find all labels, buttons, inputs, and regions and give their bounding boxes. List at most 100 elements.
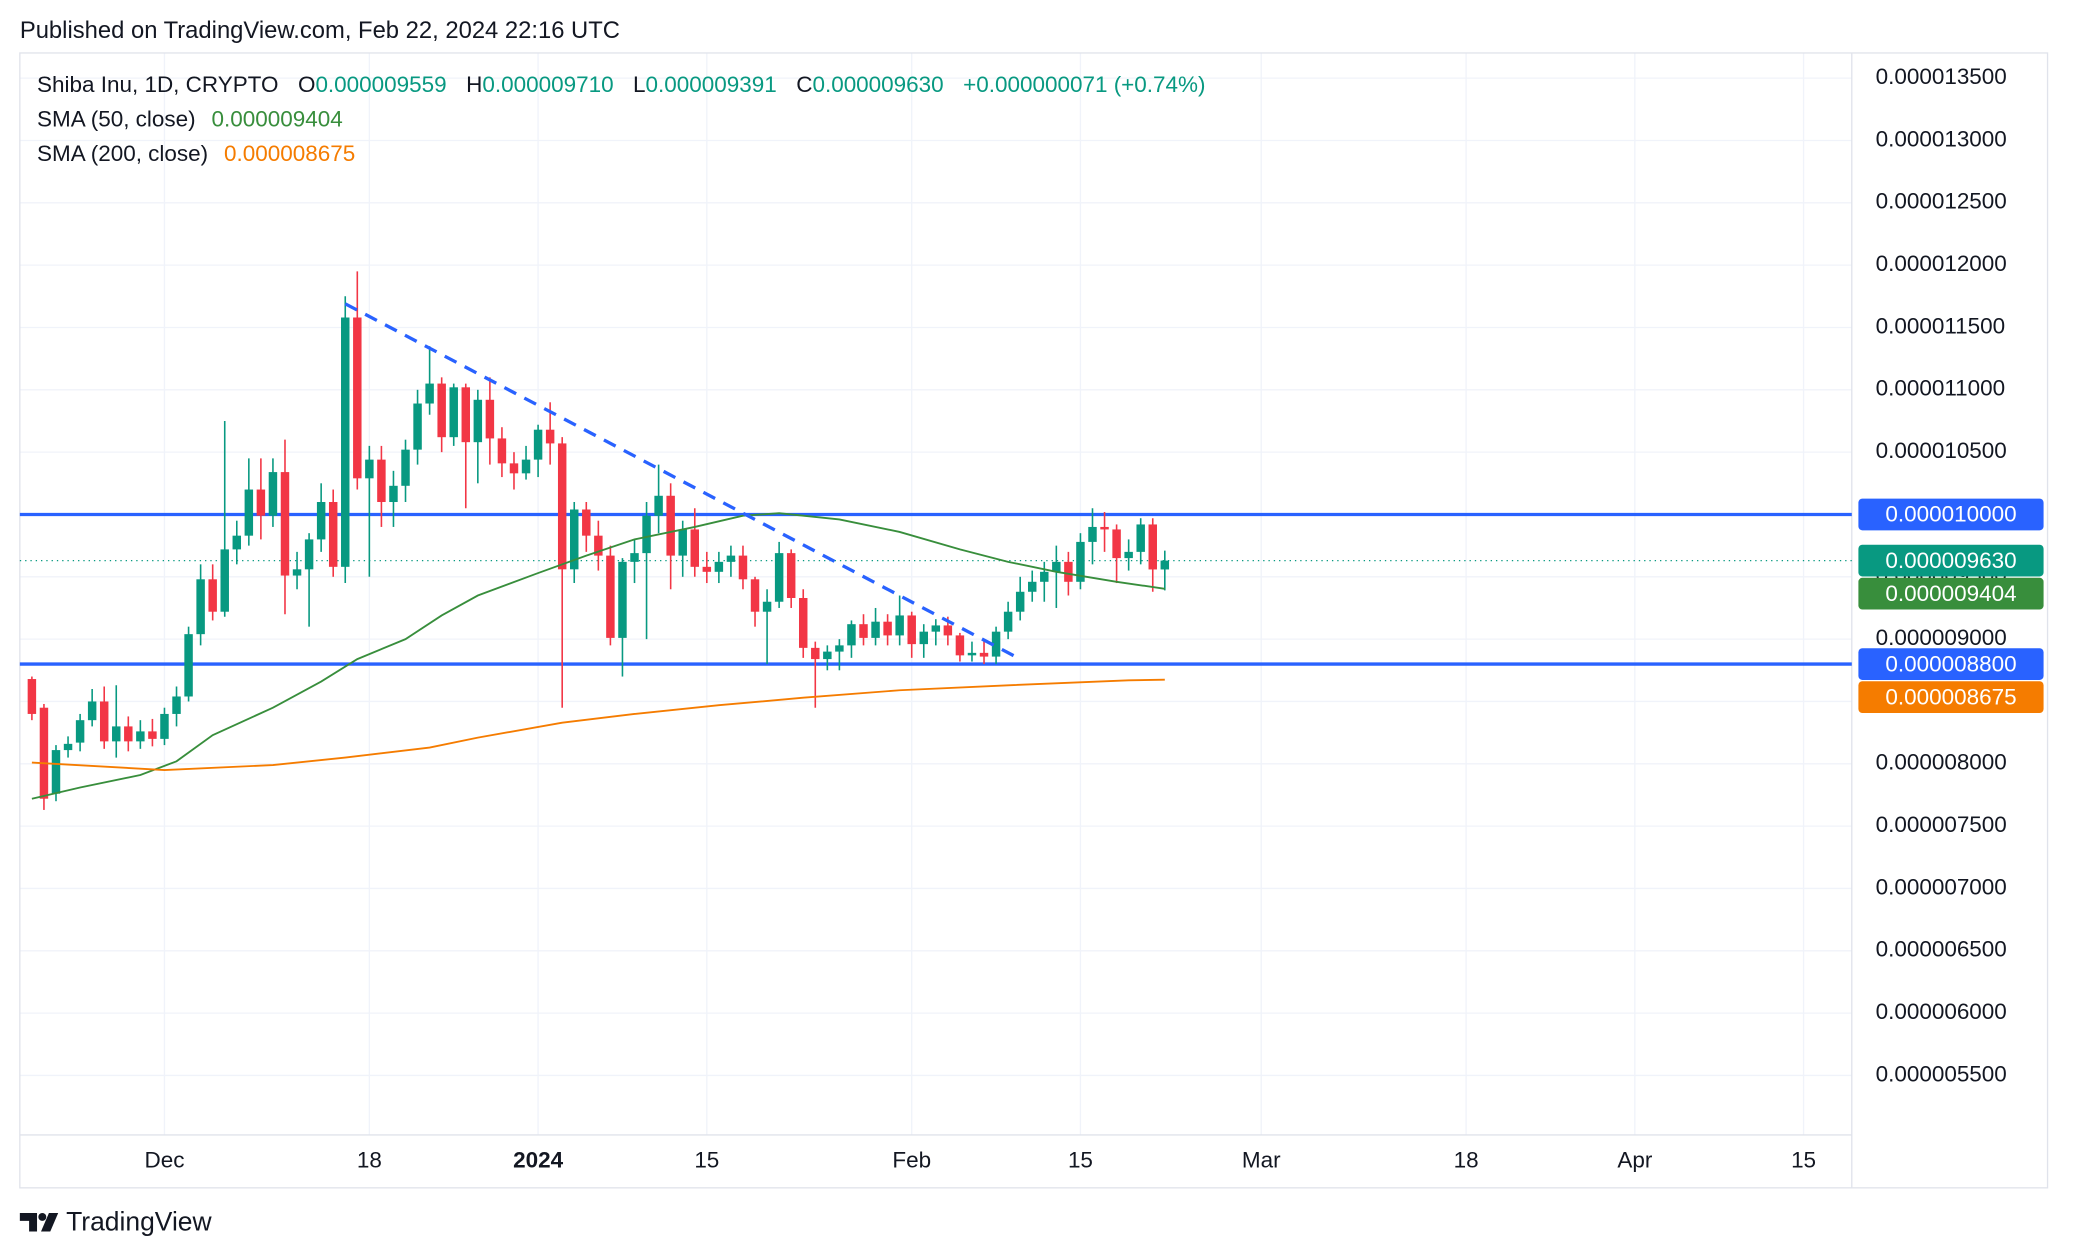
candle-body [521,459,531,474]
y-tick-label: 0.000007000 [1876,874,2007,899]
x-tick-label: 15 [1791,1147,1816,1172]
x-tick-label: 18 [1454,1147,1479,1172]
candle-body [630,553,639,562]
candle-body [184,634,193,697]
x-tick-label: Dec [144,1147,184,1172]
candle-body [124,726,133,742]
candle-body [341,317,350,567]
candle-body [919,631,928,645]
candle-body [774,553,784,602]
brand-name: TradingView [66,1207,212,1237]
candle-body [871,621,880,638]
candle-body [690,529,700,567]
candle-body [907,615,916,645]
candle-body [232,535,242,550]
legend-value: 0.000009630 [812,72,943,97]
legend-value: 0.000009559 [315,72,446,97]
candle-body [160,713,169,739]
plot: Dec 18 2024 15 Feb 15 Mar 18 Apr 15 [19,271,1852,1172]
candle-body [196,579,205,635]
candle-body [991,631,1001,657]
y-tick-label: 0.000005500 [1876,1061,2007,1086]
price-tag-label: 0.000009404 [1885,581,2016,606]
x-tick-label: 15 [694,1147,719,1172]
candle-body [1136,524,1145,552]
candle-body [99,701,109,742]
legend-series-value: 0.000009404 [212,106,343,131]
candle-body [678,529,687,556]
legend-series-value: 0.000008675 [224,141,355,166]
logo-dot [38,1212,47,1221]
legend-change: +0.000000071 (+0.74%) [963,72,1205,97]
y-tick-label: 0.000013000 [1876,126,2007,151]
price-tag [1858,577,2044,610]
legend-sma200: SMA (200, close) 0.000008675 [37,141,355,166]
y-tick-label: 0.000007500 [1876,812,2007,837]
sma-line [31,678,1165,771]
candle-body [485,399,495,439]
candle-body [75,720,85,743]
legend-key: O [298,72,315,97]
candle-body [1040,571,1049,582]
candle-body [220,549,229,612]
candle-body [497,438,507,464]
candle-body [280,472,290,576]
candle-body [606,555,615,638]
candle-body [461,387,471,443]
candle-body [473,399,483,443]
candle-body [136,731,145,742]
legend-main: Shiba Inu, 1D, CRYPTO O0.000009559 H0.00… [37,72,1205,97]
x-tick-label: Feb [892,1147,931,1172]
candle-body [449,387,458,438]
candle-body [148,731,157,739]
x-tick-label: 18 [357,1147,382,1172]
candle-body [714,561,724,572]
price-tags: 0.000005500 0.000006000 0.000006500 0.00000… [1858,64,2044,1086]
candle-body [943,625,953,636]
candle-body [582,509,591,536]
candle-body [557,443,567,570]
trendline [344,302,1021,661]
candle-body [292,569,302,576]
candle-body [883,621,892,636]
candle-body [401,449,410,486]
price-tag-label: 0.000010000 [1885,502,2016,527]
candle-body [304,539,314,570]
y-tick-label: 0.000013500 [1876,64,2007,89]
legend-key: L [633,72,646,97]
candle-body [1100,526,1109,530]
logo-shape [19,1212,38,1232]
candle-body [509,463,519,474]
legend-symbol: Shiba Inu, 1D, CRYPTO [37,72,278,97]
candle-body [27,679,37,714]
candle-body [1052,561,1061,572]
brand-logo [19,1212,59,1232]
candle-body [1088,526,1097,542]
x-tick-label: Mar [1242,1147,1281,1172]
candle-body [1015,591,1025,612]
candle-body [967,652,977,656]
price-tag-label: 0.000009630 [1885,548,2016,573]
candle-body [1003,611,1013,632]
candle-body [570,509,579,570]
candle-body [702,566,712,572]
candle-body [823,651,832,660]
legend-value: 0.000009710 [482,72,613,97]
candle-body [811,647,820,660]
x-tick-label: Apr [1617,1147,1652,1172]
legend-sma50: SMA (50, close) 0.000009404 [37,106,343,131]
candle-body [51,750,61,794]
candle-body [786,553,796,598]
candle-body [931,625,941,632]
candle-body [762,601,772,612]
candle-body [256,489,266,516]
logo-shape [41,1212,59,1232]
candle-body [1160,560,1170,570]
y-tick-label: 0.000012000 [1876,251,2007,276]
candle-body [979,652,989,657]
candle-body [1124,551,1133,559]
candle-body [365,459,374,479]
candle-body [859,624,868,638]
